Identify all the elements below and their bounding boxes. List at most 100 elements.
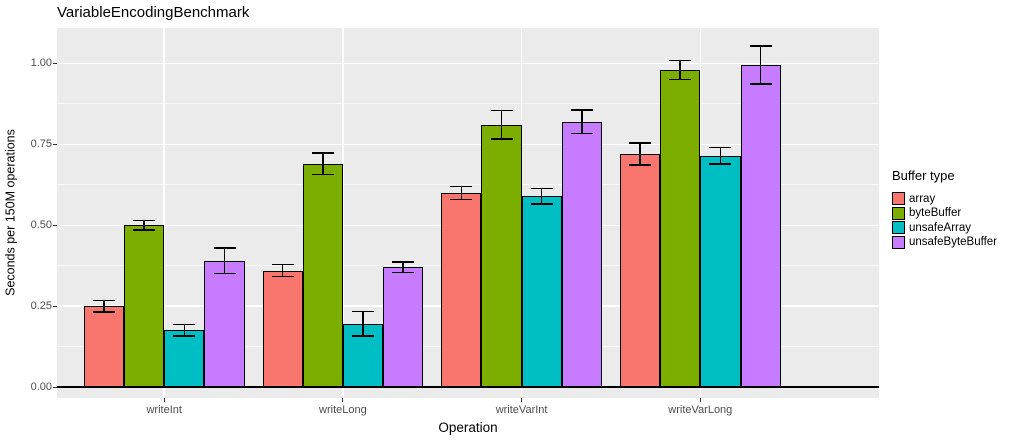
y-axis-tick-label: 0.00 <box>30 380 52 393</box>
error-bar-cap-bottom <box>709 163 732 165</box>
x-axis-tick-label: writeInt <box>146 404 182 416</box>
error-bar-cap-bottom <box>570 132 593 135</box>
error-bar-cap-top <box>133 219 156 222</box>
legend-swatch-array <box>892 192 905 205</box>
x-axis-tick-label: writeLong <box>319 404 367 416</box>
y-axis-tick <box>53 305 57 307</box>
legend-swatch-unsafeByteBuffer <box>892 235 905 249</box>
error-bar-line <box>322 153 324 175</box>
y-axis-tick-label: 1.00 <box>30 57 52 69</box>
x-axis-tick-label: writeVarLong <box>668 404 733 416</box>
legend-label: byteBuffer <box>909 207 962 219</box>
bar-unsafeByteBuffer-writeLong <box>383 267 424 387</box>
error-bar-cap-bottom <box>628 164 651 166</box>
error-bar-line <box>540 188 543 204</box>
error-bar-cap-bottom <box>271 275 294 278</box>
legend-items: array byteBuffer unsafeArray unsafeByteBuff… <box>892 192 997 249</box>
bar-unsafeByteBuffer-writeVarLong <box>740 65 781 387</box>
bar-byteBuffer-writeVarInt <box>481 124 522 387</box>
x-axis-tick <box>342 398 344 402</box>
bar-unsafeArray-writeVarInt <box>521 196 562 387</box>
x-axis-tick <box>699 398 701 402</box>
error-bar-cap-top <box>392 261 415 263</box>
error-bar-cap-top <box>490 109 513 112</box>
error-bar-cap-top <box>669 59 692 62</box>
error-bar-cap-top <box>92 299 115 302</box>
error-bar-cap-bottom <box>311 173 334 176</box>
legend-swatch-byteBuffer <box>892 206 905 220</box>
error-bar-cap-top <box>530 187 553 190</box>
bar-array-writeLong <box>262 270 303 387</box>
x-axis-tick-label: writeVarInt <box>495 404 548 416</box>
bar-byteBuffer-writeVarLong <box>660 69 701 387</box>
error-bar-line <box>223 248 226 274</box>
legend-label: unsafeArray <box>909 221 972 234</box>
error-bar-line <box>183 324 186 337</box>
chart-title: VariableEncodingBenchmark <box>57 4 250 21</box>
error-bar-cap-top <box>628 142 651 144</box>
y-axis-tick-label: 0.75 <box>30 137 52 150</box>
y-axis-tick <box>53 386 57 388</box>
error-bar-cap-top <box>352 310 375 313</box>
legend-title: Buffer type <box>892 168 955 183</box>
y-axis-title: Seconds per 150M operations <box>3 129 18 296</box>
error-bar-line <box>103 300 105 312</box>
gridline-major-horizontal <box>57 62 879 65</box>
error-bar-line <box>679 60 681 80</box>
y-axis-tick <box>53 63 57 64</box>
error-bar-cap-bottom <box>530 203 553 205</box>
error-bar-line <box>460 186 463 200</box>
legend-item-array: array <box>892 192 997 205</box>
gridline-major-vertical <box>342 28 344 398</box>
error-bar-cap-top <box>271 263 294 266</box>
error-bar-cap-top <box>173 323 196 326</box>
error-bar-line <box>362 311 364 337</box>
error-bar-cap-bottom <box>133 229 156 231</box>
x-axis-zero-line <box>57 386 879 388</box>
y-axis-tick-label: 0.25 <box>30 299 52 312</box>
error-bar-cap-top <box>570 109 593 111</box>
legend: Buffer type array byteBuffer unsafeArray un… <box>892 168 997 250</box>
error-bar-cap-bottom <box>490 138 513 140</box>
plot-panel <box>57 28 879 398</box>
legend-label: unsafeByteBuffer <box>909 236 998 248</box>
error-bar-cap-bottom <box>669 78 692 81</box>
legend-label: array <box>909 192 936 205</box>
legend-item-unsafeByteBuffer: unsafeByteBuffer <box>892 235 998 249</box>
gridline-major-horizontal <box>57 143 879 146</box>
legend-item-unsafeArray: unsafeArray <box>892 221 997 234</box>
bar-unsafeArray-writeVarLong <box>700 155 741 387</box>
error-bar-cap-bottom <box>352 335 375 337</box>
error-bar-cap-bottom <box>450 198 473 201</box>
error-bar-cap-bottom <box>749 83 772 85</box>
error-bar-line <box>143 220 145 230</box>
error-bar-line <box>759 46 762 85</box>
error-bar-line <box>581 110 583 134</box>
error-bar-cap-bottom <box>392 271 415 274</box>
error-bar-cap-top <box>450 185 473 188</box>
error-bar-cap-top <box>749 45 772 47</box>
error-bar-cap-bottom <box>92 311 115 313</box>
x-axis-title: Operation <box>438 420 498 435</box>
bar-array-writeInt <box>83 306 124 387</box>
error-bar-line <box>281 264 284 277</box>
error-bar-line <box>402 262 404 273</box>
error-bar-cap-top <box>709 146 732 149</box>
error-bar-cap-top <box>213 247 236 249</box>
x-axis-tick <box>163 398 165 402</box>
bar-byteBuffer-writeInt <box>124 225 165 387</box>
y-axis-tick <box>53 143 57 145</box>
gridline-major-vertical <box>163 28 165 398</box>
gridline-minor-horizontal <box>57 184 879 186</box>
y-axis-tick-label: 0.50 <box>30 218 52 231</box>
error-bar-cap-bottom <box>173 335 196 337</box>
legend-item-byteBuffer: byteBuffer <box>892 206 997 220</box>
error-bar-line <box>719 147 722 164</box>
legend-swatch-unsafeArray <box>892 221 905 234</box>
error-bar-cap-top <box>311 152 334 154</box>
bar-byteBuffer-writeLong <box>302 163 343 387</box>
error-bar-cap-bottom <box>213 272 236 275</box>
bar-unsafeByteBuffer-writeVarInt <box>561 121 603 387</box>
gridline-minor-horizontal <box>57 103 879 105</box>
